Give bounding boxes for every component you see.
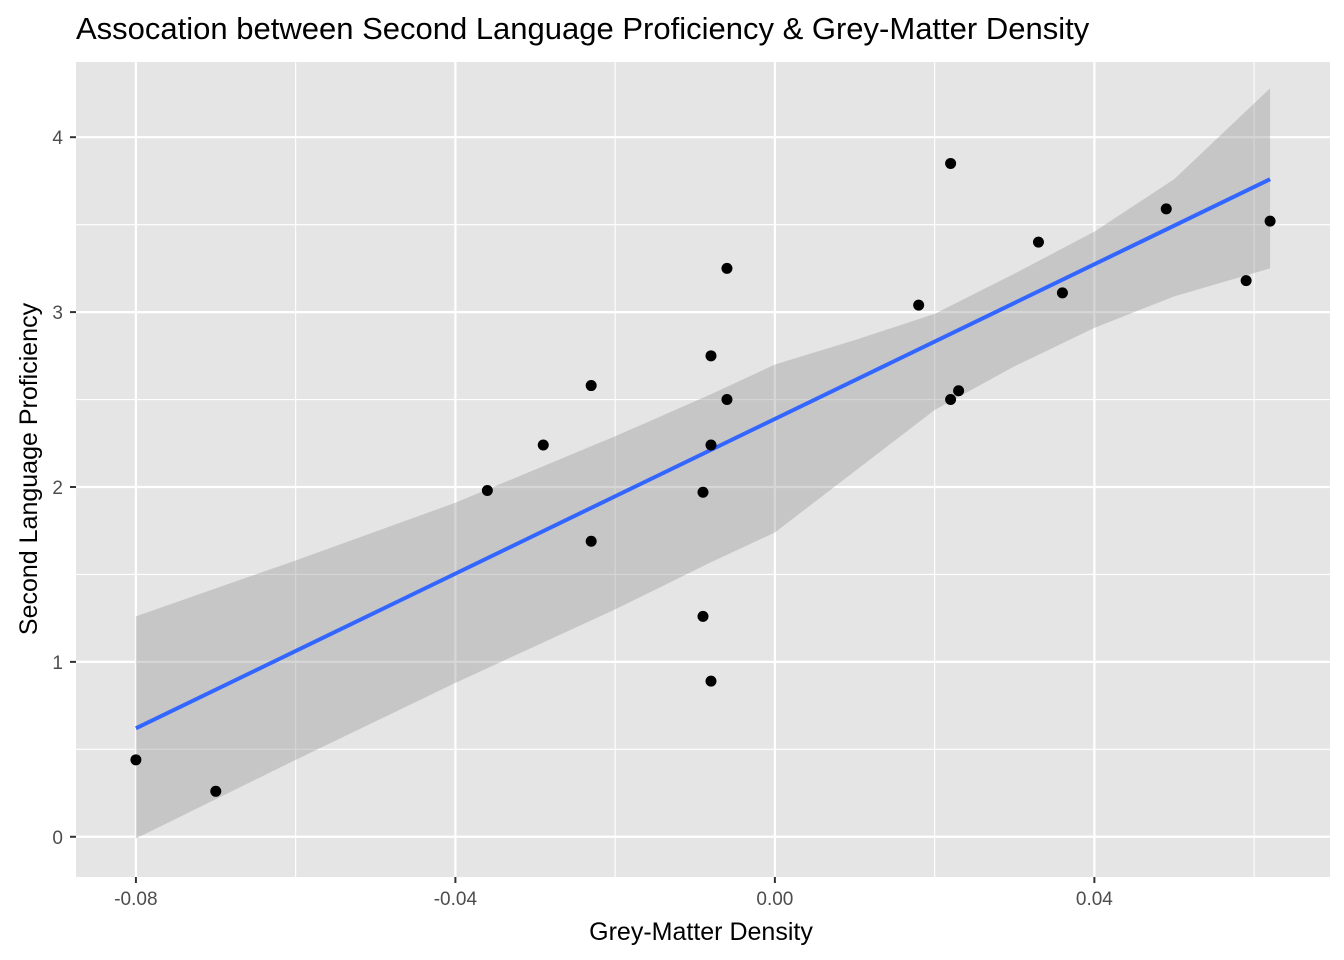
y-tick-label: 0: [52, 828, 63, 849]
data-point: [1056, 287, 1068, 299]
data-point: [585, 535, 597, 547]
regression-line: [135, 177, 1271, 731]
x-axis-title: Grey-Matter Density: [589, 918, 813, 946]
data-point: [537, 439, 549, 451]
data-point: [721, 262, 733, 274]
data-point: [1240, 275, 1252, 287]
plot-panel: [76, 62, 1330, 877]
x-axis: -0.08 -0.04 0.00 0.04: [114, 877, 1113, 910]
data-point: [130, 754, 142, 766]
data-point: [697, 610, 709, 622]
y-tick-label: 1: [52, 653, 63, 674]
data-points: [130, 157, 1276, 797]
data-point: [945, 394, 957, 406]
x-tick-label: -0.08: [114, 889, 157, 910]
data-point: [705, 439, 717, 451]
x-tick-label: -0.04: [434, 889, 478, 910]
data-point: [1160, 203, 1172, 215]
y-axis-title: Second Language Proficiency: [15, 302, 43, 635]
x-tick-label: 0.00: [756, 889, 793, 910]
minor-gridlines: [76, 62, 1330, 877]
data-point: [945, 157, 957, 169]
x-tick-label: 0.04: [1076, 889, 1113, 910]
data-point: [697, 486, 709, 498]
data-point: [913, 299, 925, 311]
data-point: [585, 380, 597, 392]
chart-title: Assocation between Second Language Profi…: [76, 11, 1090, 46]
data-point: [705, 675, 717, 687]
y-tick-label: 3: [52, 303, 63, 324]
data-point: [721, 394, 733, 406]
y-axis: 0 1 2 3 4: [52, 128, 76, 849]
y-tick-label: 4: [52, 128, 63, 149]
data-point: [210, 785, 222, 797]
data-point: [705, 350, 717, 362]
data-point: [1264, 215, 1276, 227]
y-tick-label: 2: [52, 478, 63, 499]
data-point: [481, 484, 493, 496]
confidence-band: [135, 88, 1271, 839]
data-point: [1032, 236, 1044, 248]
data-point: [953, 385, 965, 397]
